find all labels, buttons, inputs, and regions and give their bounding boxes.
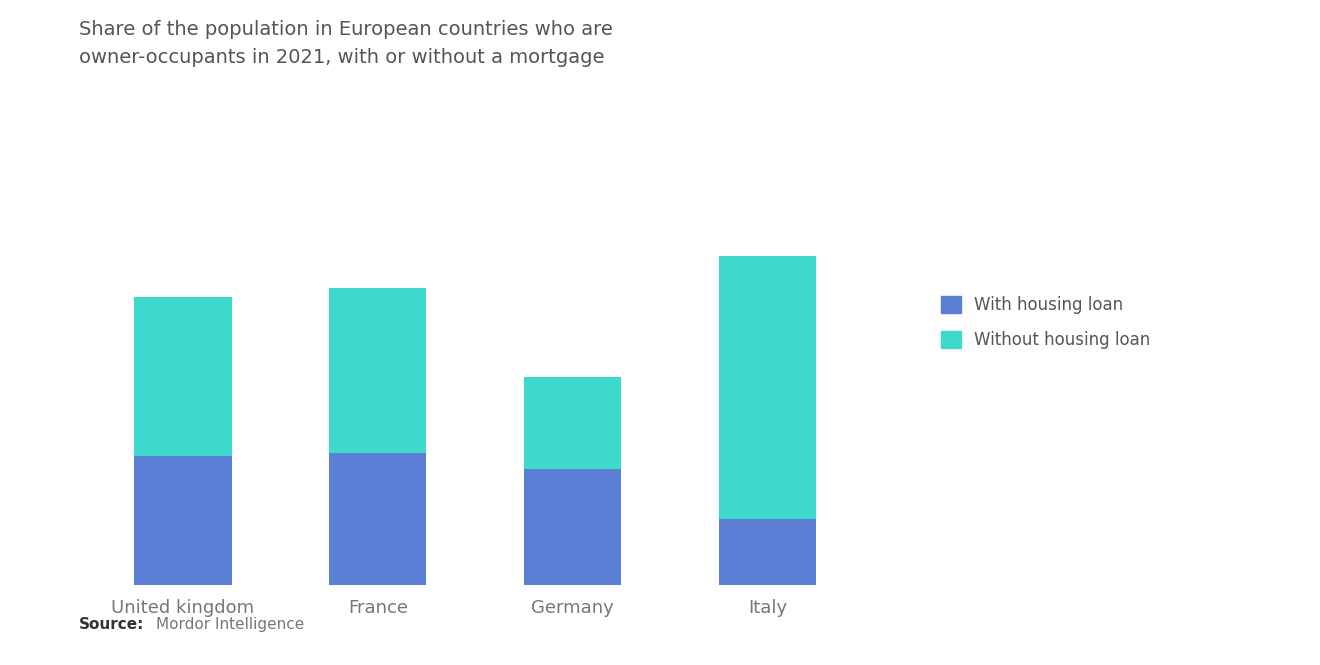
- Text: Share of the population in European countries who are
owner-occupants in 2021, w: Share of the population in European coun…: [79, 20, 612, 67]
- Bar: [329, 288, 426, 453]
- Bar: [524, 469, 622, 585]
- Bar: [329, 453, 426, 585]
- Legend: With housing loan, Without housing loan: With housing loan, Without housing loan: [932, 288, 1159, 357]
- Text: Mordor Intelligence: Mordor Intelligence: [156, 616, 304, 632]
- Bar: [719, 519, 816, 585]
- Bar: [524, 377, 622, 469]
- Bar: [719, 256, 816, 519]
- Text: Source:: Source:: [79, 616, 145, 632]
- Bar: [135, 297, 231, 456]
- Bar: [135, 456, 231, 585]
